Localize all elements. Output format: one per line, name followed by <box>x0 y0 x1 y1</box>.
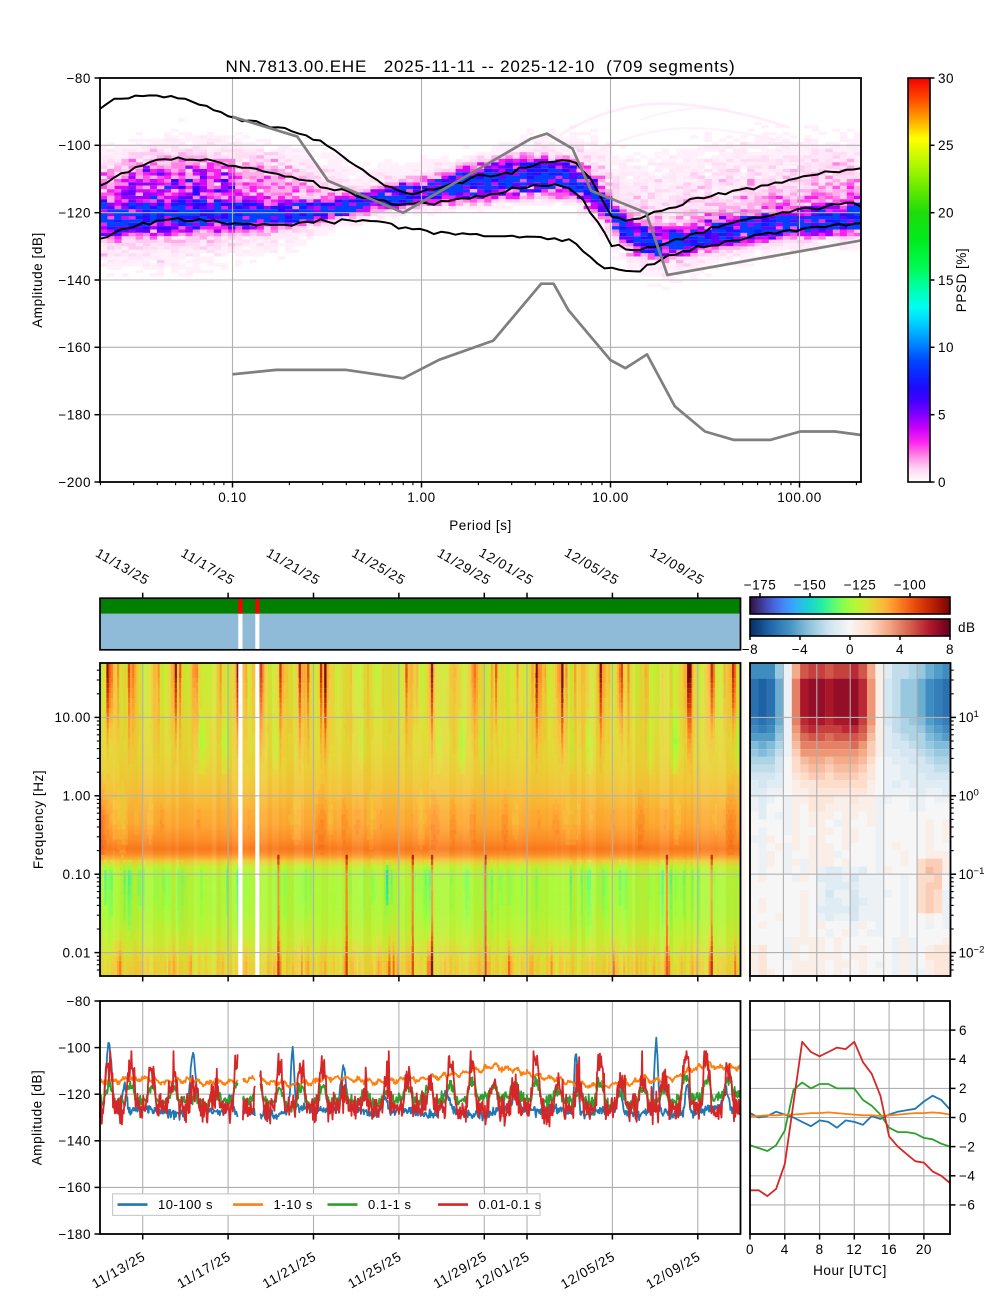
svg-text:100.00: 100.00 <box>777 490 822 505</box>
svg-text:−175: −175 <box>744 578 777 593</box>
svg-text:0.01: 0.01 <box>63 945 91 960</box>
svg-text:0: 0 <box>959 1110 967 1125</box>
svg-text:−125: −125 <box>844 578 877 593</box>
svg-text:20: 20 <box>938 206 954 221</box>
svg-text:dB: dB <box>958 620 976 635</box>
svg-text:10-100 s: 10-100 s <box>158 1197 213 1212</box>
svg-text:−160: −160 <box>58 340 91 355</box>
svg-text:PPSD [%]: PPSD [%] <box>954 248 969 312</box>
svg-text:30: 30 <box>938 71 954 86</box>
svg-text:0.10: 0.10 <box>218 490 246 505</box>
svg-text:−100: −100 <box>58 1040 91 1055</box>
svg-text:4: 4 <box>959 1052 967 1067</box>
svg-text:25: 25 <box>938 138 954 153</box>
svg-text:4: 4 <box>896 642 904 657</box>
svg-text:0: 0 <box>846 642 854 657</box>
svg-text:−8: −8 <box>742 642 759 657</box>
svg-text:5: 5 <box>938 408 946 423</box>
svg-text:10.00: 10.00 <box>54 710 91 725</box>
svg-text:Amplitude [dB]: Amplitude [dB] <box>30 1070 45 1166</box>
svg-text:−4: −4 <box>959 1169 976 1184</box>
svg-text:6: 6 <box>959 1023 967 1038</box>
svg-text:−120: −120 <box>58 1087 91 1102</box>
svg-text:0: 0 <box>938 475 946 490</box>
svg-text:Hour [UTC]: Hour [UTC] <box>813 1263 887 1278</box>
svg-text:1-10 s: 1-10 s <box>274 1197 313 1212</box>
svg-text:−2: −2 <box>959 1139 976 1154</box>
svg-text:−180: −180 <box>58 1227 91 1242</box>
svg-text:10.00: 10.00 <box>592 490 629 505</box>
svg-text:10: 10 <box>938 340 954 355</box>
svg-text:8: 8 <box>946 642 954 657</box>
svg-text:12: 12 <box>846 1242 862 1257</box>
svg-text:15: 15 <box>938 273 954 288</box>
svg-text:Frequency [Hz]: Frequency [Hz] <box>31 770 46 869</box>
svg-text:−6: −6 <box>959 1198 976 1213</box>
svg-text:−140: −140 <box>58 1134 91 1149</box>
svg-text:4: 4 <box>781 1242 789 1257</box>
svg-text:8: 8 <box>816 1242 824 1257</box>
svg-text:−160: −160 <box>58 1180 91 1195</box>
svg-text:−80: −80 <box>66 71 91 86</box>
svg-text:−4: −4 <box>792 642 809 657</box>
svg-text:0.1-1 s: 0.1-1 s <box>368 1197 412 1212</box>
svg-text:0.01-0.1 s: 0.01-0.1 s <box>479 1197 542 1212</box>
svg-text:−80: −80 <box>66 994 91 1009</box>
svg-text:0: 0 <box>746 1242 754 1257</box>
svg-text:−180: −180 <box>58 408 91 423</box>
svg-text:1.00: 1.00 <box>407 490 435 505</box>
svg-text:−100: −100 <box>58 138 91 153</box>
svg-text:1.00: 1.00 <box>63 789 91 804</box>
svg-text:−140: −140 <box>58 273 91 288</box>
svg-text:Amplitude [dB]: Amplitude [dB] <box>30 232 45 328</box>
svg-text:−120: −120 <box>58 206 91 221</box>
svg-text:−200: −200 <box>58 475 91 490</box>
svg-text:−100: −100 <box>894 578 927 593</box>
svg-text:NN.7813.00.EHE 2025-11-11 --: NN.7813.00.EHE 2025-11-11 -- 2025-12-10 … <box>226 57 736 76</box>
svg-text:−150: −150 <box>794 578 827 593</box>
svg-text:2: 2 <box>959 1081 967 1096</box>
svg-text:Period [s]: Period [s] <box>449 518 512 533</box>
svg-text:20: 20 <box>916 1242 932 1257</box>
svg-text:16: 16 <box>881 1242 897 1257</box>
svg-text:0.10: 0.10 <box>63 867 91 882</box>
